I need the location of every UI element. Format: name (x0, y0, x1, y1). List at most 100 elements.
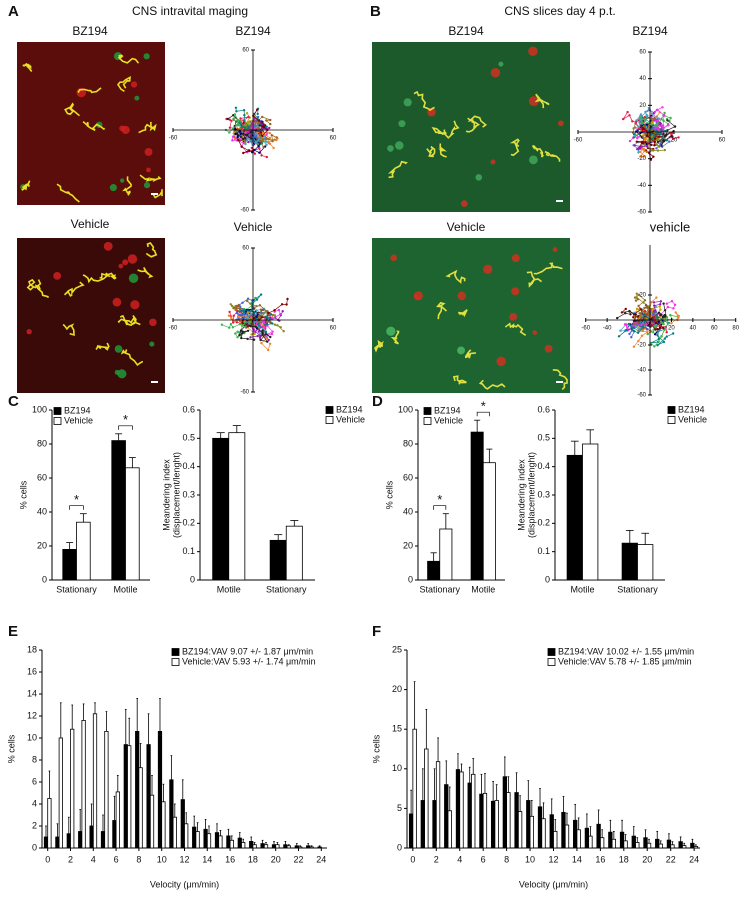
bar (553, 830, 558, 849)
x-tick-label: 20 (668, 326, 675, 332)
bar (218, 835, 223, 849)
legend-swatch (53, 417, 62, 425)
y-tick-label: 60 (639, 50, 646, 56)
micrograph (17, 238, 165, 393)
x-tick-label: Stationary (419, 584, 460, 594)
bar (146, 744, 151, 849)
bar (241, 842, 246, 849)
cell (558, 120, 564, 127)
y-tick-label: 0 (545, 574, 550, 584)
bar (541, 818, 546, 849)
cell-track (77, 87, 102, 94)
bar (125, 467, 140, 581)
y-tick-label: 40 (37, 506, 47, 516)
legend-label: Vehicle (678, 414, 707, 424)
cell-track (445, 269, 466, 284)
x-tick-label: 40 (690, 326, 697, 332)
cell (390, 254, 397, 262)
cell (528, 96, 539, 107)
x-tick-label: 6 (481, 854, 486, 864)
legend-swatch (325, 406, 334, 414)
x-tick-label: 8 (504, 854, 509, 864)
bar (169, 779, 174, 849)
cell (143, 53, 150, 60)
x-tick-label: 0 (45, 854, 50, 864)
image-title: Vehicle (71, 217, 110, 231)
bar (229, 839, 234, 849)
x-tick-label: Motile (471, 584, 495, 594)
track-line (238, 319, 255, 341)
y-axis-label: Meandering index (161, 459, 171, 531)
track-point (228, 310, 231, 314)
significance-label: * (74, 492, 79, 507)
x-tick-label: Stationary (266, 584, 307, 594)
y-tick-label: 20 (403, 540, 413, 550)
scale-bar (151, 381, 158, 383)
image-title: BZ194 (72, 24, 108, 38)
cell (112, 297, 122, 307)
cell-track (413, 90, 435, 112)
cell-track (34, 284, 49, 298)
track-line (635, 319, 658, 330)
bar (161, 801, 166, 849)
bar (502, 776, 508, 849)
cell (128, 273, 139, 283)
bar (576, 829, 581, 849)
legend-swatch (171, 648, 180, 656)
y-tick-label: 25 (392, 644, 402, 654)
x-tick-label: -60 (169, 326, 178, 332)
track-line (618, 313, 651, 337)
bar (517, 811, 523, 849)
y-axis-label: % cells (371, 734, 381, 763)
y-tick-label: 60 (242, 48, 249, 54)
legend-swatch (667, 416, 676, 424)
bar (631, 835, 636, 849)
bar (237, 837, 242, 849)
bar (66, 833, 71, 849)
cell (403, 98, 412, 107)
significance-bracket (69, 505, 84, 510)
bar (584, 827, 590, 849)
cell-track (390, 330, 400, 345)
track-line (221, 316, 254, 329)
bar (690, 842, 695, 849)
cell (130, 81, 138, 88)
bar (588, 835, 593, 849)
track (617, 313, 651, 338)
track-line (228, 315, 254, 322)
cell-track (426, 146, 436, 158)
track-line (248, 117, 270, 133)
bar (529, 815, 534, 849)
bar (228, 432, 246, 581)
cell-track (509, 138, 520, 157)
cell-track (63, 281, 85, 297)
y-tick-label: 0.4 (537, 461, 550, 471)
bar (635, 842, 640, 849)
cell-track (465, 120, 481, 133)
x-tick-label: 60 (330, 136, 337, 142)
cell (121, 125, 130, 135)
micrograph (372, 238, 570, 393)
bar (455, 769, 461, 849)
y-tick-label: 0 (32, 842, 37, 852)
y-axis-label: % cells (384, 480, 394, 509)
y-tick-label: 0.4 (182, 461, 195, 471)
x-axis-label: Velocity (μm/min) (150, 879, 219, 889)
bar (621, 542, 638, 581)
x-tick-label: 60 (330, 326, 337, 332)
cell (457, 346, 466, 355)
y-axis-label: % cells (18, 480, 28, 509)
y-tick-label: 20 (639, 103, 646, 109)
y-tick-label: 0 (397, 842, 402, 852)
bar (479, 793, 484, 849)
bar (135, 731, 140, 849)
cell-track (95, 342, 110, 351)
bar (494, 800, 499, 849)
x-tick-label: 4 (457, 854, 462, 864)
cell-track (534, 93, 550, 109)
panel-label: A (8, 3, 19, 20)
panel-label: E (8, 623, 18, 640)
cell-track (22, 62, 33, 72)
track-line (643, 300, 662, 321)
track-line (252, 116, 271, 131)
